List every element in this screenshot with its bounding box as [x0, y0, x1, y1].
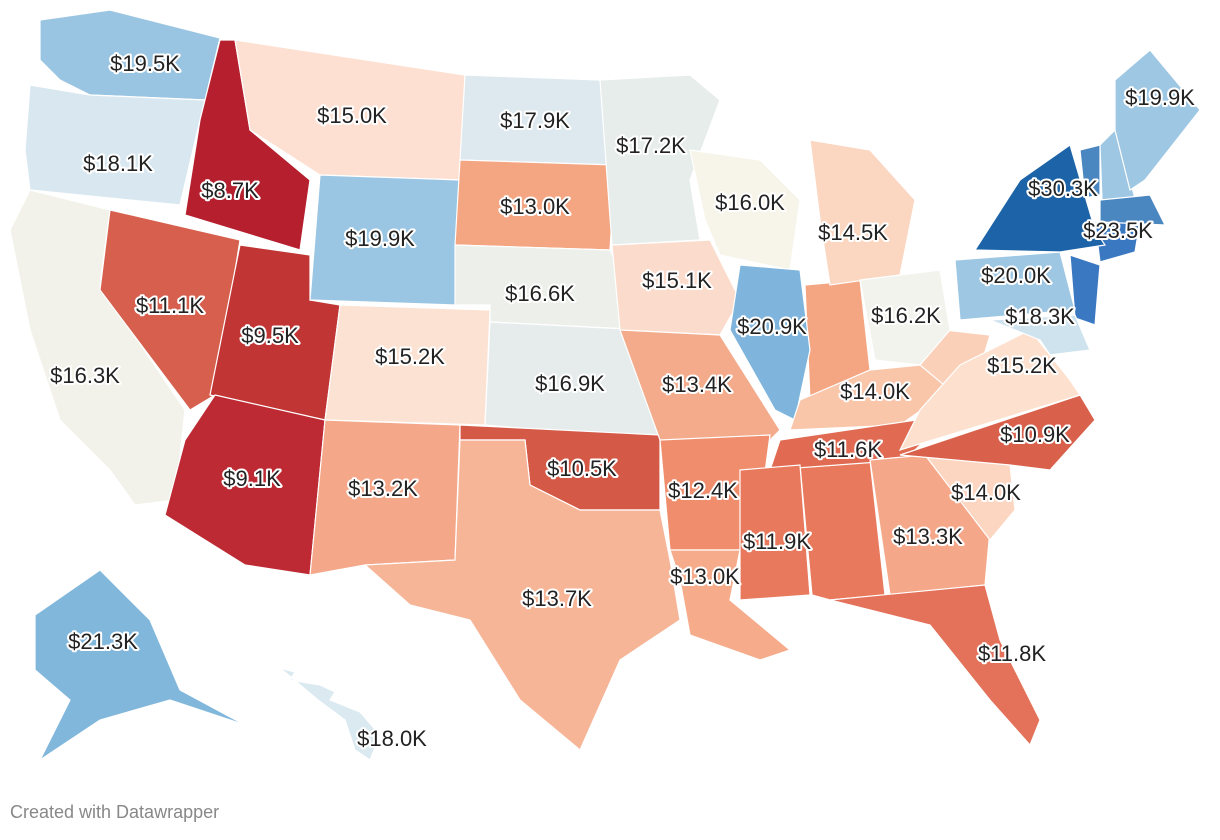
value-label: $11.6K: [814, 437, 882, 462]
state: [279, 667, 381, 761]
value-label: $20.9K: [737, 314, 807, 339]
value-label: $23.5K: [1083, 218, 1153, 243]
value-label: $14.0K: [951, 480, 1021, 505]
value-label: $8.7K: [201, 178, 259, 203]
credit: Created with Datawrapper: [10, 802, 219, 822]
value-label: $13.4K: [662, 372, 732, 397]
value-label: $15.1K: [642, 268, 712, 293]
value-label: $14.5K: [818, 220, 888, 245]
value-label: $13.3K: [893, 524, 963, 549]
value-label: $13.7K: [522, 586, 592, 611]
state: [669, 549, 792, 661]
value-label: $9.1K: [223, 466, 281, 491]
value-label: $19.5K: [110, 51, 180, 76]
state: [973, 144, 1107, 253]
state: [363, 439, 681, 751]
value-label: $13.0K: [670, 564, 740, 589]
state: [829, 584, 1041, 747]
value-label: $18.3K: [1005, 304, 1075, 329]
value-label: $11.9K: [743, 529, 811, 554]
value-label: $11.8K: [978, 641, 1046, 666]
value-label: $18.1K: [83, 151, 153, 176]
value-label: $16.2K: [871, 303, 941, 328]
value-label: $17.9K: [500, 108, 570, 133]
state: [899, 394, 1096, 471]
state: [989, 314, 1091, 356]
value-label: $13.2K: [348, 476, 418, 501]
state: [34, 569, 246, 762]
value-label: $16.0K: [715, 190, 785, 215]
state: [1114, 49, 1201, 191]
value-label: $21.3K: [68, 629, 138, 654]
value-label: $16.9K: [535, 371, 605, 396]
labels: $19.5K $18.1K $16.3K $8.7K $11.1K $9.5K $9.1K $…: [48, 49, 1197, 753]
value-label: $10.9K: [1000, 422, 1070, 447]
value-label: $20.0K: [981, 263, 1051, 288]
value-label: $16.6K: [505, 281, 575, 306]
state: [809, 139, 916, 286]
state: [1099, 194, 1166, 226]
value-label: $18.0K: [357, 726, 427, 751]
state: [739, 464, 811, 601]
state: [99, 209, 241, 411]
states: [9, 9, 1201, 762]
value-label: $15.0K: [317, 103, 387, 128]
state: [619, 329, 781, 451]
value-label: $13.0K: [500, 194, 570, 219]
value-label: $15.2K: [987, 353, 1057, 378]
state: [954, 251, 1076, 321]
state: [24, 84, 206, 206]
value-label: $16.3K: [50, 363, 120, 388]
state: [611, 239, 741, 336]
value-label: $17.2K: [616, 133, 686, 158]
value-label: $11.1K: [136, 293, 204, 318]
value-label: $14.0K: [840, 379, 910, 404]
state: [859, 269, 951, 366]
value-label: $19.9K: [345, 226, 415, 251]
value-label: $30.3K: [1028, 176, 1098, 201]
state: [799, 459, 886, 601]
value-label: $15.2K: [375, 344, 445, 369]
value-label: $9.5K: [241, 323, 299, 348]
value-label: $19.9K: [1125, 85, 1195, 110]
value-label: $10.5K: [547, 456, 617, 481]
value-label: $12.4K: [668, 478, 738, 503]
state: [898, 329, 1081, 451]
state: [1079, 144, 1101, 199]
state: [1069, 254, 1101, 326]
